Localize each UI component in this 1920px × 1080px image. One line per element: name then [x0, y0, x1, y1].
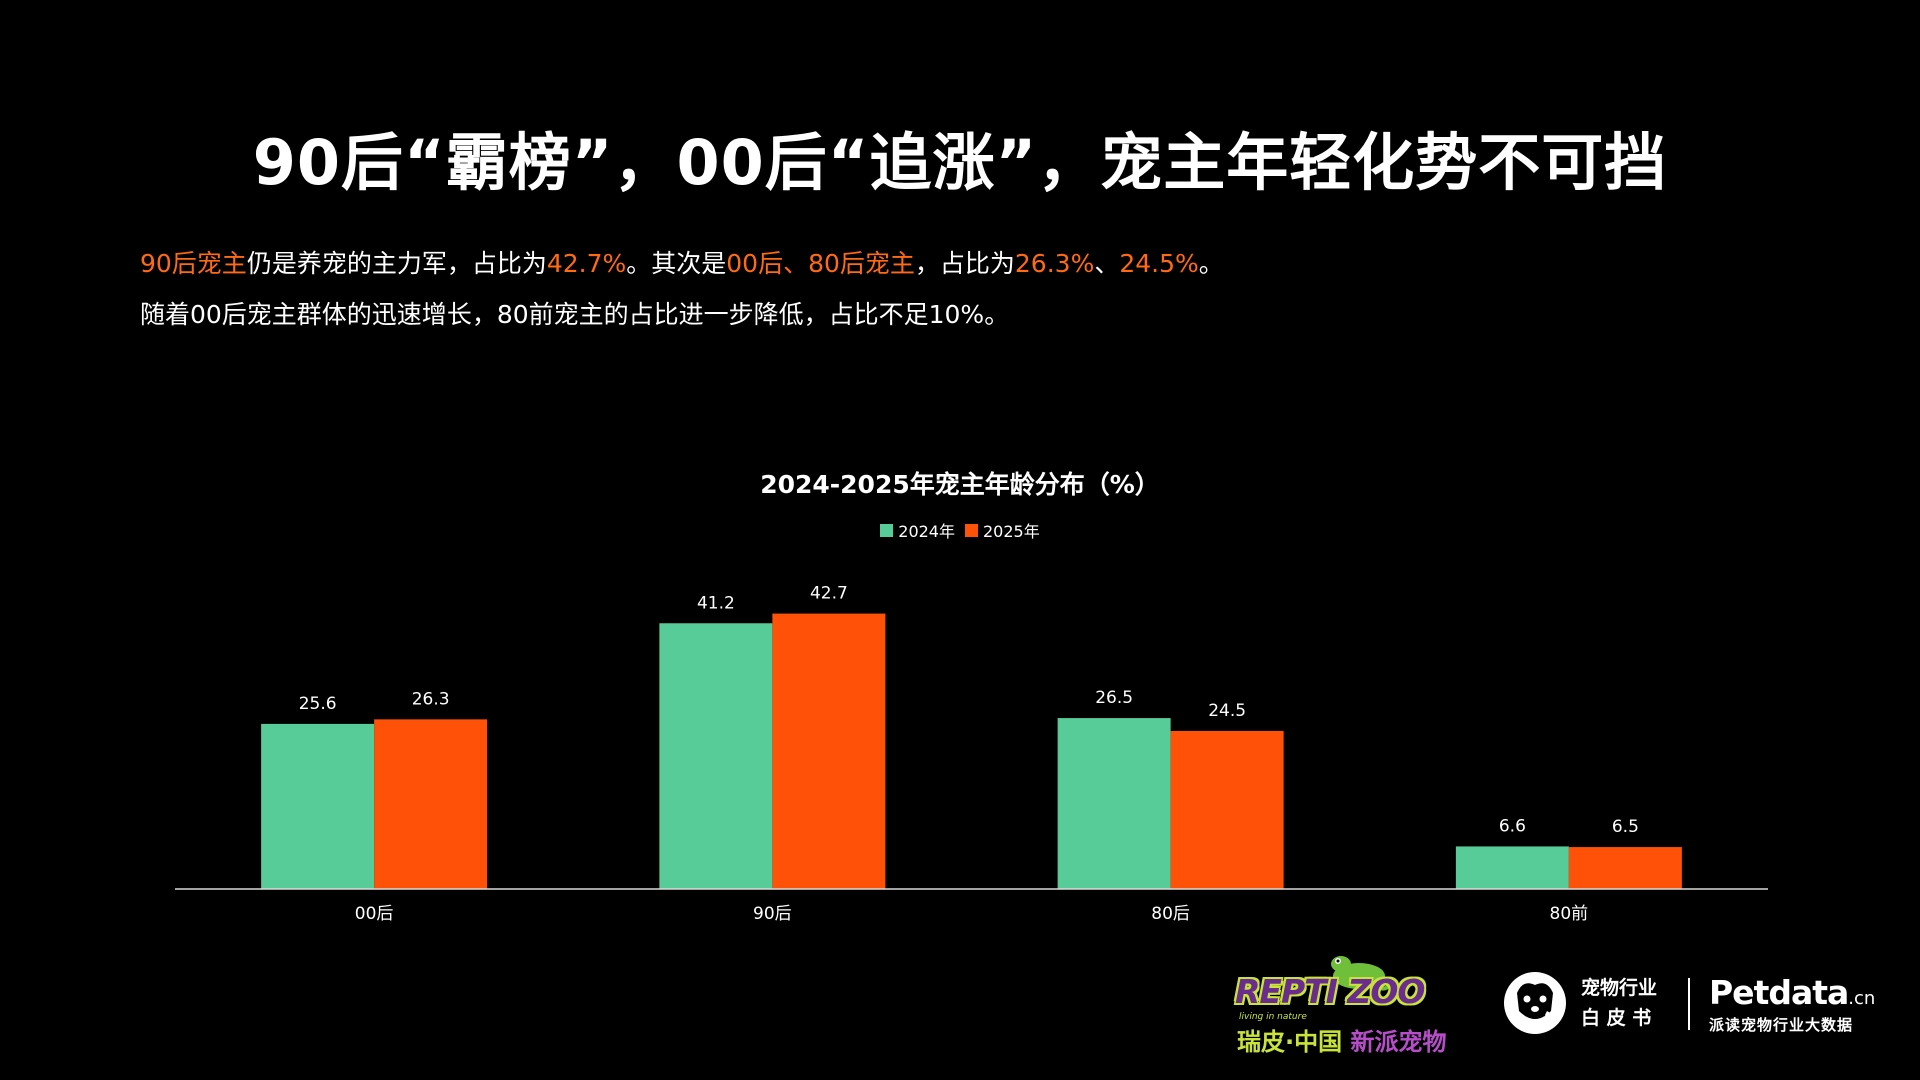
x-tick-label: 00后 [355, 904, 394, 924]
bar-chart: 25.6 26.3 00后 41.2 42.7 90后 26.5 24.5 80后 6.6 6.5 8… [175, 584, 1768, 924]
whitepaper-line-1: 宠物行业 [1581, 977, 1658, 999]
data-label: 26.3 [412, 689, 450, 709]
repti-zoo-chinese: 瑞皮·中国 新派宠物 [1237, 1022, 1446, 1057]
bar-2024-0 [261, 723, 375, 889]
data-label: 6.6 [1499, 816, 1526, 836]
data-label: 42.7 [810, 584, 848, 604]
x-tick-label: 80前 [1550, 904, 1589, 924]
data-label: 41.2 [697, 593, 735, 613]
chart-legend: 2024年 2025年 [0, 518, 1920, 542]
legend-label-2024: 2024年 [898, 522, 955, 541]
bar-2025-0 [374, 719, 488, 889]
petdata-wordmark: Petdata [1709, 973, 1849, 1012]
data-label: 24.5 [1208, 701, 1246, 721]
bar-2025-3 [1568, 847, 1682, 889]
bar-2024-3 [1455, 846, 1569, 889]
whitepaper-text: 宠物行业 白 皮 书 [1581, 973, 1657, 1033]
chart-title: 2024-2025年宠主年龄分布（%） [760, 470, 1160, 499]
legend-item-2025: 2025年 [965, 518, 1040, 542]
bar-2025-1 [772, 613, 886, 889]
x-tick-label: 90后 [753, 904, 792, 924]
description-segment: 。 [1198, 249, 1224, 278]
description-segment: 仍是养宠的主力军，占比为 [246, 249, 547, 278]
bar-2025-2 [1170, 730, 1284, 889]
description-segment: 26.3% [1014, 249, 1095, 278]
description-segment: 24.5% [1119, 249, 1199, 278]
repti-zoo-tagline: living in nature [1239, 1012, 1307, 1022]
description-line-2: 随着00后宠主群体的迅速增长，80前宠主的占比进一步降低，占比不足10%。 [140, 300, 1010, 329]
repti-zoo-logo: REPTI ZOO living in nature 瑞皮·中国 新派宠物 [1235, 950, 1455, 1057]
bar-2024-1 [659, 623, 773, 889]
legend-item-2024: 2024年 [880, 518, 955, 542]
repti-zoo-cn-part2: 新派宠物 [1350, 1028, 1447, 1056]
data-label: 25.6 [299, 694, 337, 714]
description-segment: 。其次是 [626, 249, 727, 278]
description-line-1: 90后宠主仍是养宠的主力军，占比为42.7%。其次是00后、80后宠主，占比为2… [140, 244, 1224, 280]
description-segment: 00后、80后宠主 [726, 249, 915, 278]
pet-face-icon [1504, 972, 1566, 1034]
legend-label-2025: 2025年 [983, 522, 1040, 541]
petdata-logo: Petdata.cn 派读宠物行业大数据 [1709, 973, 1875, 1035]
x-tick-label: 80后 [1151, 904, 1190, 924]
legend-swatch-2024 [880, 523, 894, 537]
petdata-suffix: .cn [1848, 988, 1876, 1009]
whitepaper-line-2: 白 皮 书 [1581, 1007, 1652, 1029]
repti-zoo-wordmark: REPTI ZOO [1235, 972, 1425, 1011]
bar-2024-2 [1057, 718, 1171, 889]
legend-swatch-2025 [965, 523, 978, 537]
page-title: 90后“霸榜”，00后“追涨”，宠主年轻化势不可挡 [252, 126, 1668, 199]
data-label: 26.5 [1095, 688, 1133, 708]
description-segment: 42.7% [546, 249, 627, 278]
repti-zoo-cn-part1: 瑞皮·中国 [1237, 1028, 1343, 1056]
description-segment: 、 [1094, 249, 1120, 278]
whitepaper-logo: 宠物行业 白 皮 书 [1503, 972, 1657, 1034]
petdata-slogan: 派读宠物行业大数据 [1709, 1016, 1854, 1034]
description-segment: 90后宠主 [140, 249, 247, 278]
description-segment: ，占比为 [914, 249, 1015, 278]
logo-divider [1688, 978, 1690, 1030]
data-label: 6.5 [1612, 817, 1639, 837]
frog-icon [1331, 956, 1391, 991]
